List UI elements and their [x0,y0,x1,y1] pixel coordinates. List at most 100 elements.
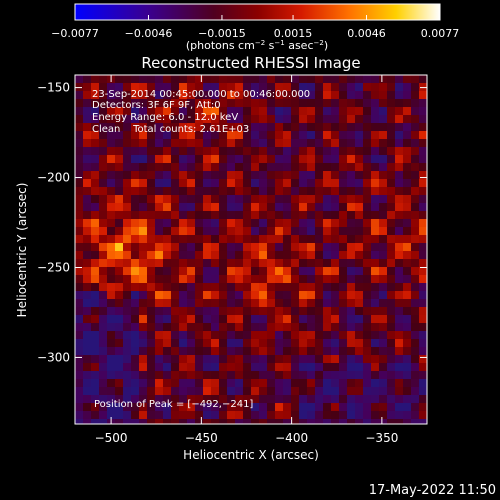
heatmap-cell [115,307,123,315]
heatmap-cell [315,339,323,347]
heatmap-cell [323,75,331,83]
heatmap-cell [363,211,371,219]
heatmap-cell [219,347,227,355]
heatmap-cell [171,179,179,187]
heatmap-cell [179,283,187,291]
heatmap-cell [91,139,99,147]
heatmap-cell [315,379,323,387]
heatmap-cell [219,307,227,315]
heatmap-cell [75,363,83,371]
heatmap-cell [107,251,115,259]
heatmap-cell [163,299,171,307]
heatmap-cell [123,147,131,155]
heatmap-cell [171,83,179,91]
heatmap-cell [211,219,219,227]
heatmap-cell [275,131,283,139]
heatmap-cell [331,171,339,179]
heatmap-cell [147,243,155,251]
heatmap-cell [195,219,203,227]
y-axis: −150−200−250−300 [37,81,427,364]
heatmap-cell [259,147,267,155]
heatmap-cell [203,235,211,243]
heatmap-cell [171,283,179,291]
heatmap-cell [387,139,395,147]
heatmap-cell [243,395,251,403]
heatmap-cell [395,123,403,131]
heatmap-cell [259,323,267,331]
heatmap-cell [371,283,379,291]
heatmap-cell [163,107,171,115]
heatmap-cell [203,171,211,179]
heatmap-cell [139,379,147,387]
heatmap-cell [339,107,347,115]
heatmap-cell [371,315,379,323]
heatmap-cell [171,339,179,347]
heatmap-cell [147,355,155,363]
heatmap-cell [75,155,83,163]
heatmap-cell [91,179,99,187]
heatmap-cell [91,323,99,331]
heatmap-cell [379,371,387,379]
heatmap-cell [75,395,83,403]
heatmap-cell [355,387,363,395]
heatmap-cell [139,91,147,99]
heatmap-cell [355,331,363,339]
heatmap-cell [99,371,107,379]
heatmap-cell [195,323,203,331]
heatmap-cell [299,243,307,251]
heatmap-cell [227,75,235,83]
heatmap-cell [371,147,379,155]
heatmap-cell [307,355,315,363]
heatmap-cell [163,195,171,203]
heatmap-cell [411,155,419,163]
heatmap-cell [139,107,147,115]
heatmap-cell [99,139,107,147]
heatmap-cell [75,211,83,219]
heatmap-cell [315,315,323,323]
heatmap-cell [379,291,387,299]
heatmap-cell [395,107,403,115]
heatmap-cell [275,195,283,203]
heatmap-cell [251,307,259,315]
heatmap-cell [371,235,379,243]
heatmap-cell [203,355,211,363]
heatmap-cell [83,299,91,307]
heatmap-cell [275,139,283,147]
heatmap-cell [387,275,395,283]
heatmap-cell [387,339,395,347]
heatmap-cell [339,299,347,307]
heatmap-cell [219,163,227,171]
heatmap-cell [403,91,411,99]
heatmap-cell [371,195,379,203]
heatmap-cell [147,347,155,355]
heatmap-cell [227,267,235,275]
heatmap-cell [283,123,291,131]
heatmap-cell [283,195,291,203]
heatmap-cell [139,355,147,363]
heatmap-cell [187,363,195,371]
heatmap-cell [403,259,411,267]
heatmap-cell [131,163,139,171]
heatmap-cell [339,275,347,283]
heatmap-cell [387,235,395,243]
heatmap-cell [211,267,219,275]
heatmap-cell [211,123,219,131]
heatmap-cell [275,187,283,195]
heatmap-cell [403,211,411,219]
heatmap-cell [147,211,155,219]
heatmap-cell [339,395,347,403]
heatmap-cell [203,123,211,131]
heatmap-cell [211,187,219,195]
heatmap-cell [155,259,163,267]
heatmap-cell [187,371,195,379]
heatmap-cell [115,227,123,235]
plot-frame [74,74,428,425]
heatmap-cell [403,395,411,403]
heatmap-cell [147,163,155,171]
heatmap-cell [371,243,379,251]
heatmap-cell [251,283,259,291]
heatmap-cell [99,387,107,395]
heatmap-cell [387,403,395,411]
heatmap-cell [219,211,227,219]
heatmap-cell [211,291,219,299]
